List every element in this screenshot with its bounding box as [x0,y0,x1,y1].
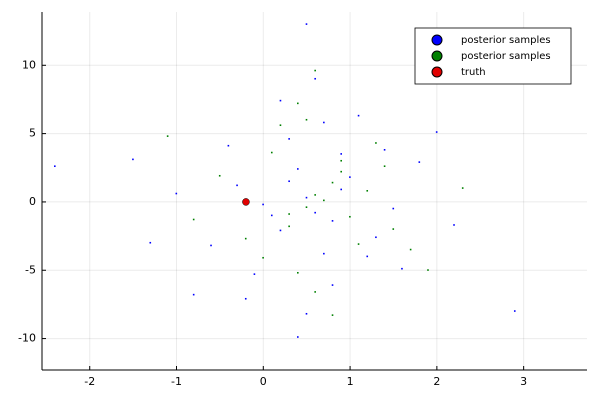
sample-point [392,228,395,230]
x-tick-label: -2 [84,375,95,388]
sample-point [253,273,256,275]
sample-point [331,284,334,286]
sample-point [305,23,308,25]
x-tick-label: 0 [260,375,267,388]
sample-point [262,256,264,259]
sample-point [244,237,247,240]
sample-point [366,255,369,258]
sample-point [435,131,438,133]
sample-point [314,211,316,214]
legend-label: posterior samples [461,35,551,46]
sample-point [297,271,299,274]
sample-point [375,142,377,144]
sample-point [314,77,316,80]
sample-point [305,312,308,315]
sample-point [305,118,308,121]
sample-point [132,158,134,161]
y-tick-label: -10 [18,332,36,345]
sample-point [340,170,343,173]
sample-point [227,144,230,147]
sample-point [366,190,369,192]
sample-point [323,252,325,255]
sample-point [357,114,360,117]
sample-point [270,214,273,217]
sample-point [149,241,152,244]
sample-point [244,297,247,300]
sample-point [392,207,395,210]
sample-point [288,138,290,140]
sample-point [279,229,282,232]
sample-point [401,267,403,270]
sample-point [375,236,377,239]
sample-point [297,336,299,338]
sample-point [297,102,299,105]
sample-point [383,165,386,168]
sample-point [175,192,178,195]
sample-point [288,180,290,183]
sample-point [340,159,343,162]
y-tick-label: -5 [25,263,36,276]
sample-point [262,203,264,206]
sample-point [349,176,351,178]
sample-point [210,244,212,247]
sample-point [323,199,325,202]
sample-point [383,149,386,151]
sample-point [340,153,343,155]
sample-point [331,314,334,316]
y-tick-label: 0 [29,195,36,208]
sample-point [314,194,316,196]
sample-point [513,310,516,312]
sample-point [218,174,221,177]
sample-point [409,248,412,251]
sample-point [453,224,455,226]
y-tick-label: 5 [29,127,36,140]
sample-point [192,218,195,221]
sample-point [305,206,308,208]
sample-point [192,293,195,296]
sample-point [314,291,316,293]
truth-point [242,198,250,206]
sample-point [54,165,56,168]
x-tick-label: -1 [171,375,182,388]
sample-point [270,151,273,154]
sample-point [314,69,316,72]
sample-point [166,135,169,137]
sample-point [288,225,290,228]
legend-label: posterior samples [461,51,551,62]
x-tick-label: 2 [433,375,440,388]
sample-point [418,161,421,163]
sample-point [340,188,343,191]
sample-point [349,215,351,218]
legend-marker [431,66,443,78]
sample-point [427,269,429,271]
sample-point [279,99,282,102]
sample-point [297,168,299,170]
sample-point [331,181,334,184]
legend-label: truth [461,67,486,78]
sample-point [323,121,325,124]
sample-point [305,196,308,199]
sample-point [288,213,290,215]
sample-point [236,184,238,187]
y-tick-label: 10 [22,58,36,71]
sample-point [331,220,334,222]
sample-point [357,243,360,245]
sample-point [461,187,464,189]
sample-point [279,124,282,127]
legend-marker [431,34,443,46]
x-tick-label: 1 [347,375,354,388]
legend-marker [431,50,443,62]
x-tick-label: 3 [520,375,527,388]
